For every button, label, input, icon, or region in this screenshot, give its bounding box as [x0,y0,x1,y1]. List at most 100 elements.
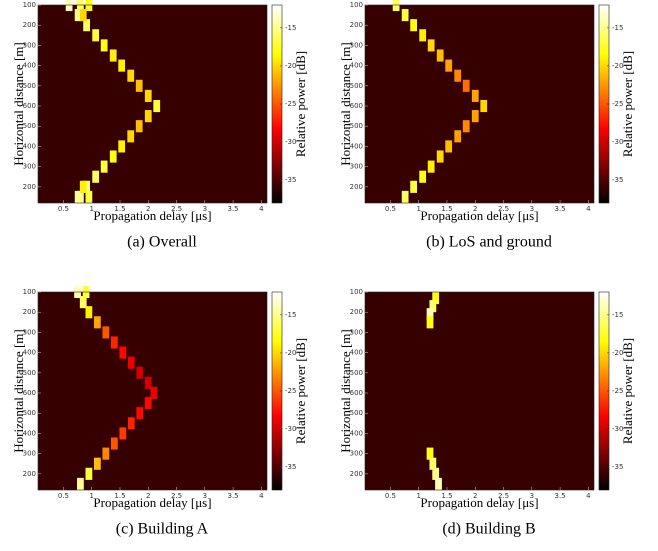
heat-cell [92,29,100,42]
x-tick-label: 1.5 [114,205,125,213]
colorbar-tick-label: -20 [612,62,623,70]
heat-cell [85,190,93,203]
colorbar-tick-label: -25 [285,100,296,108]
caption: (c) Building A [116,521,209,538]
x-axis-label: Propagation delay [μs] [420,495,538,510]
y-tick-label: 200 [350,183,363,191]
colorbar-tick-label: -25 [612,387,623,395]
x-tick-label: 3.5 [555,492,566,500]
heat-cell [432,467,440,480]
y-tick-label: 400 [350,349,363,357]
caption: (a) Overall [127,234,197,251]
x-tick-label: 4 [586,205,591,213]
y-tick-label: 100 [23,1,36,9]
x-tick-label: 0.5 [385,205,396,213]
y-tick-label: 400 [350,62,363,70]
heat-cell [127,130,135,143]
plot-frame [37,4,268,204]
heat-cell [119,427,127,440]
y-tick-label: 100 [23,288,36,296]
heat-cell [135,120,143,133]
heat-cell [83,19,91,32]
heat-cell [118,140,126,153]
plot-frame [364,4,595,204]
heat-cell [136,407,144,420]
caption: (d) Building B [442,521,535,538]
heat-cell [426,316,434,329]
colorbar-tick-label: -30 [285,138,296,146]
y-tick-label: 300 [350,450,363,458]
y-tick-label: 400 [350,429,363,437]
plot-frame [364,291,595,491]
heat-cell [74,9,82,22]
heat-cell [85,306,93,319]
colorbar-tick-label: -15 [612,311,623,319]
y-tick-label: 400 [350,142,363,150]
x-tick-label: 2.5 [171,205,182,213]
x-tick-label: 3 [530,205,534,213]
x-tick-label: 2 [473,492,477,500]
heat-cell [401,9,409,22]
heat-cell [144,89,152,102]
colorbar-tick-label: -15 [285,311,296,319]
heat-cell [445,140,453,153]
heat-cell [153,99,161,113]
colorbar-tick-label: -30 [612,138,623,146]
plot-background [365,5,594,203]
y-tick-label: 300 [350,41,363,49]
heat-cell [93,457,101,470]
y-axis-label: Horizontal distance [m] [338,329,353,452]
x-tick-label: 3.5 [228,492,239,500]
y-axis-label: Horizontal distance [m] [338,42,353,165]
y-tick-label: 400 [23,349,36,357]
heat-cell [480,99,488,113]
x-tick-label: 2.5 [171,492,182,500]
x-tick-label: 1 [416,205,420,213]
x-tick-label: 2.5 [498,205,509,213]
y-tick-label: 600 [23,389,36,397]
y-tick-label: 300 [23,328,36,336]
y-tick-label: 600 [23,102,36,110]
plot-background [365,292,594,490]
heat-cell [85,467,93,480]
colorbar-tick-label: -25 [285,387,296,395]
colorbar-label: Relative power [dB] [620,51,635,157]
heat-cell [109,150,117,163]
y-tick-label: 500 [350,409,363,417]
colorbar-tick-label: -30 [612,425,623,433]
heat-cell [135,79,143,92]
x-tick-label: 3.5 [228,205,239,213]
heat-cell [93,316,101,329]
plot-frame [37,291,268,491]
x-tick-label: 4 [259,492,264,500]
y-tick-label: 500 [23,122,36,130]
heat-cell [392,0,400,12]
y-tick-label: 100 [350,288,363,296]
heat-cell [429,457,437,470]
y-tick-label: 400 [23,429,36,437]
y-tick-label: 500 [350,122,363,130]
heat-cell [150,386,158,400]
heat-cell [77,190,84,203]
x-tick-label: 3 [203,205,207,213]
heat-cell [435,477,442,490]
colorbar-tick-label: -20 [285,349,296,357]
y-tick-label: 200 [23,308,36,316]
colorbar-tick-label: -20 [285,62,296,70]
heat-cell [436,49,444,62]
heat-cell [426,447,434,460]
heat-cell [119,346,127,359]
heat-cell [110,336,118,349]
colorbar-label: Relative power [dB] [293,338,308,444]
y-tick-label: 300 [23,41,36,49]
heat-cell [471,110,479,123]
colorbar-label: Relative power [dB] [620,338,635,444]
heat-cell [401,190,409,203]
heat-cell [410,19,418,32]
y-tick-label: 500 [23,369,36,377]
y-tick-label: 400 [23,62,36,70]
caption: (b) LoS and ground [426,234,552,251]
x-tick-label: 3 [203,492,207,500]
heat-cell [427,160,435,173]
